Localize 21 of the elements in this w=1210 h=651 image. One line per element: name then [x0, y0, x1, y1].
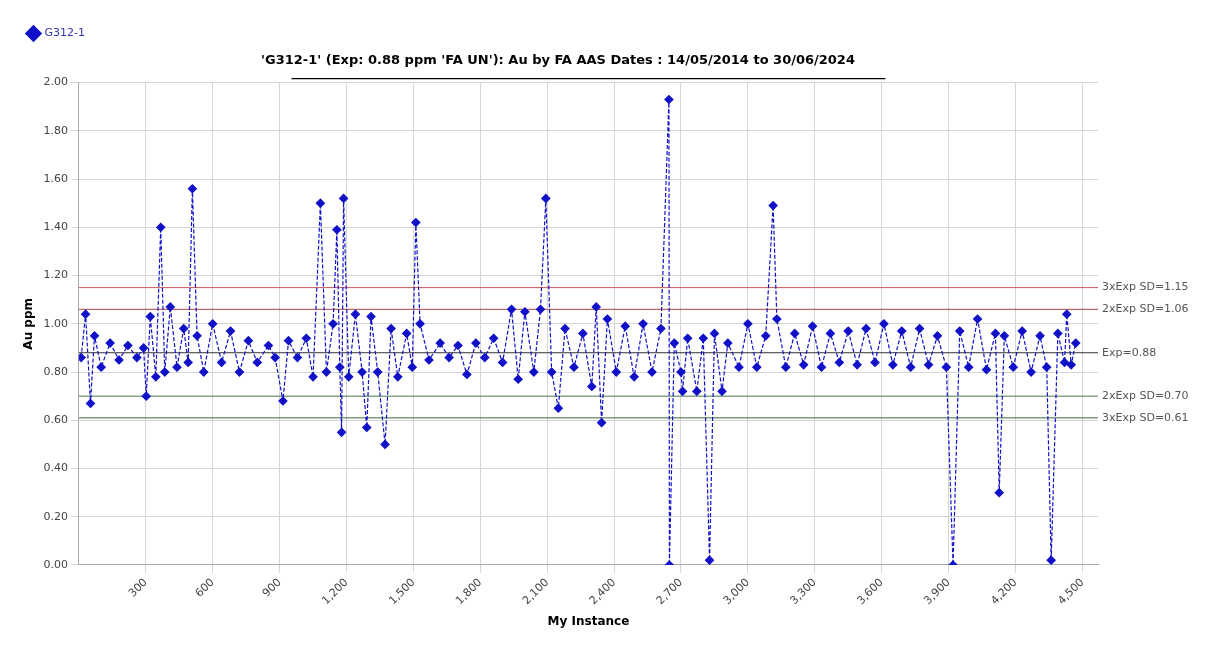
chart-title: 'G312-1' (Exp: 0.88 ppm 'FA UN'): Au by FA AAS Dates : 14/05/2014 to 30/06/2024: [261, 52, 855, 68]
legend-label: G312-1: [44, 26, 85, 40]
y-tick-label: 0.40: [43, 461, 68, 475]
ref-line-label: 2xExp SD=0.70: [1102, 389, 1189, 403]
y-tick-label: 1.00: [43, 316, 68, 330]
x-tick-label: 600: [192, 575, 217, 600]
ref-line-label: Exp=0.88: [1102, 345, 1157, 359]
y-tick-label: 1.60: [43, 171, 68, 185]
y-tick-label: 0.20: [43, 509, 68, 523]
ref-line-label: 3xExp SD=1.15: [1102, 280, 1189, 294]
y-tick-label: 0.00: [43, 557, 68, 571]
y-tick-label: 0.60: [43, 413, 68, 427]
ref-line-label: 2xExp SD=1.06: [1102, 302, 1189, 316]
y-tick-label: 2.00: [43, 75, 68, 89]
y-tick-label: 1.40: [43, 220, 68, 234]
y-tick-label: 0.80: [43, 364, 68, 378]
ref-line-label: 3xExp SD=0.61: [1102, 410, 1189, 424]
y-axis-title: Au ppm: [21, 297, 36, 350]
x-axis-title: My Instance: [547, 613, 630, 628]
y-tick-label: 1.20: [43, 268, 68, 282]
y-tick-label: 1.80: [43, 123, 68, 137]
